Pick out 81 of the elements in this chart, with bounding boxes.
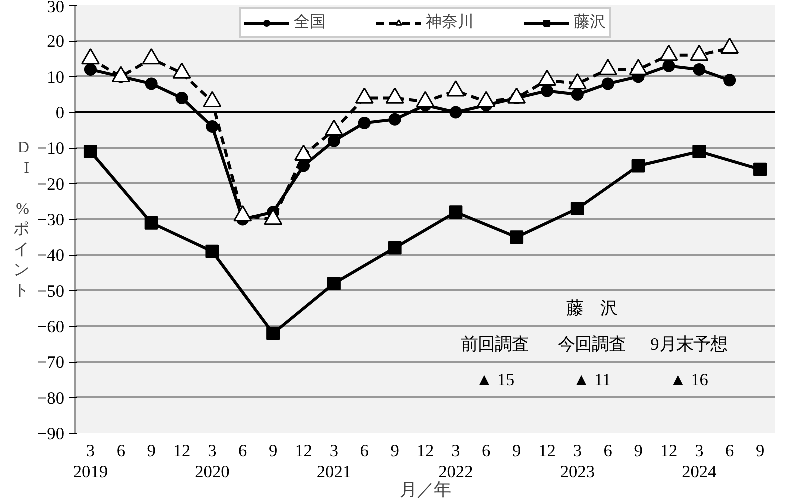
- point: [328, 134, 340, 148]
- point: [358, 116, 371, 130]
- point: [324, 120, 344, 136]
- x-tick-label: 9: [268, 442, 278, 460]
- point: [510, 230, 524, 244]
- annotation: 前回調査: [461, 334, 530, 354]
- x-tick-label: 12: [295, 442, 312, 460]
- point: [416, 91, 435, 108]
- x-tick-label: 9: [634, 442, 643, 460]
- y-tick-label: −70: [37, 353, 65, 372]
- category-label: 3 2021: [316, 442, 352, 482]
- point: [294, 144, 314, 161]
- point: [754, 162, 768, 176]
- x-tick-label: 9: [756, 442, 765, 460]
- y-tick-label: 0: [56, 104, 65, 122]
- x-axis-title: 月／年: [400, 480, 451, 500]
- legend-label: 藤沢: [574, 12, 606, 33]
- annotation: 9月末予想: [650, 334, 728, 354]
- x-tick-label: 9: [147, 442, 156, 460]
- annotation: ▲ 15: [476, 370, 515, 390]
- point: [206, 244, 220, 258]
- y-tick-label: −20: [37, 174, 65, 194]
- x-tick-label: 12: [173, 442, 191, 460]
- point: [84, 144, 98, 158]
- point: [355, 88, 374, 104]
- category-label: 3 2022: [438, 442, 474, 482]
- x-tick-label: 12: [660, 442, 678, 460]
- y-tick-label: 30: [47, 0, 64, 16]
- point: [144, 216, 158, 230]
- x-tick-label: 6: [116, 442, 126, 460]
- point: [388, 113, 402, 126]
- y-tick-label: −80: [37, 388, 65, 408]
- point: [446, 80, 466, 97]
- point: [660, 44, 678, 62]
- x-tick-label: 12: [416, 442, 434, 460]
- category-label: 3 2024: [682, 442, 717, 482]
- y-tick-label: 20: [47, 32, 64, 52]
- x-tick-label: 6: [238, 442, 248, 460]
- annotation: ▲ 16: [670, 370, 709, 390]
- point: [388, 241, 402, 255]
- point: [632, 159, 646, 173]
- y-tick-label: −30: [37, 210, 65, 230]
- y-tick-label: −50: [37, 282, 65, 301]
- y-tick-label: −10: [37, 139, 65, 158]
- point: [81, 48, 100, 65]
- point: [598, 59, 618, 76]
- point: [690, 44, 709, 62]
- y-tick-label: −60: [37, 318, 65, 336]
- point: [142, 48, 161, 65]
- point: [568, 73, 587, 90]
- annotation: ▲ 11: [573, 370, 612, 390]
- y-tick-label: 10: [47, 68, 64, 87]
- annotation: 藤 沢: [566, 299, 618, 318]
- x-tick-label: 12: [538, 442, 556, 460]
- point: [477, 91, 496, 108]
- point: [538, 70, 556, 86]
- point: [449, 206, 463, 220]
- legend-label: 全国: [294, 13, 326, 33]
- x-tick-label: 6: [604, 442, 613, 460]
- point: [172, 62, 192, 79]
- point: [327, 276, 341, 290]
- annotation: 今回調査: [558, 334, 626, 354]
- point: [720, 38, 740, 54]
- legend-label: 神奈川: [426, 12, 474, 33]
- category-label: 3 2019: [73, 442, 108, 482]
- y-tick-label: −90: [37, 424, 65, 444]
- x-tick-label: 6: [360, 442, 370, 460]
- point: [570, 202, 584, 216]
- x-tick-label: 9: [390, 442, 400, 460]
- point: [112, 66, 130, 82]
- x-tick-label: 6: [726, 442, 735, 460]
- point: [629, 59, 648, 76]
- x-tick-label: 9: [512, 442, 522, 460]
- category-label: 3 2020: [195, 442, 230, 482]
- y-tick-label: −40: [37, 246, 65, 266]
- point: [203, 91, 222, 108]
- point: [692, 144, 706, 158]
- point: [386, 88, 404, 104]
- category-label: 3 2023: [560, 442, 595, 482]
- text: DI %ポイント: [13, 140, 30, 300]
- x-tick-label: 6: [482, 442, 492, 460]
